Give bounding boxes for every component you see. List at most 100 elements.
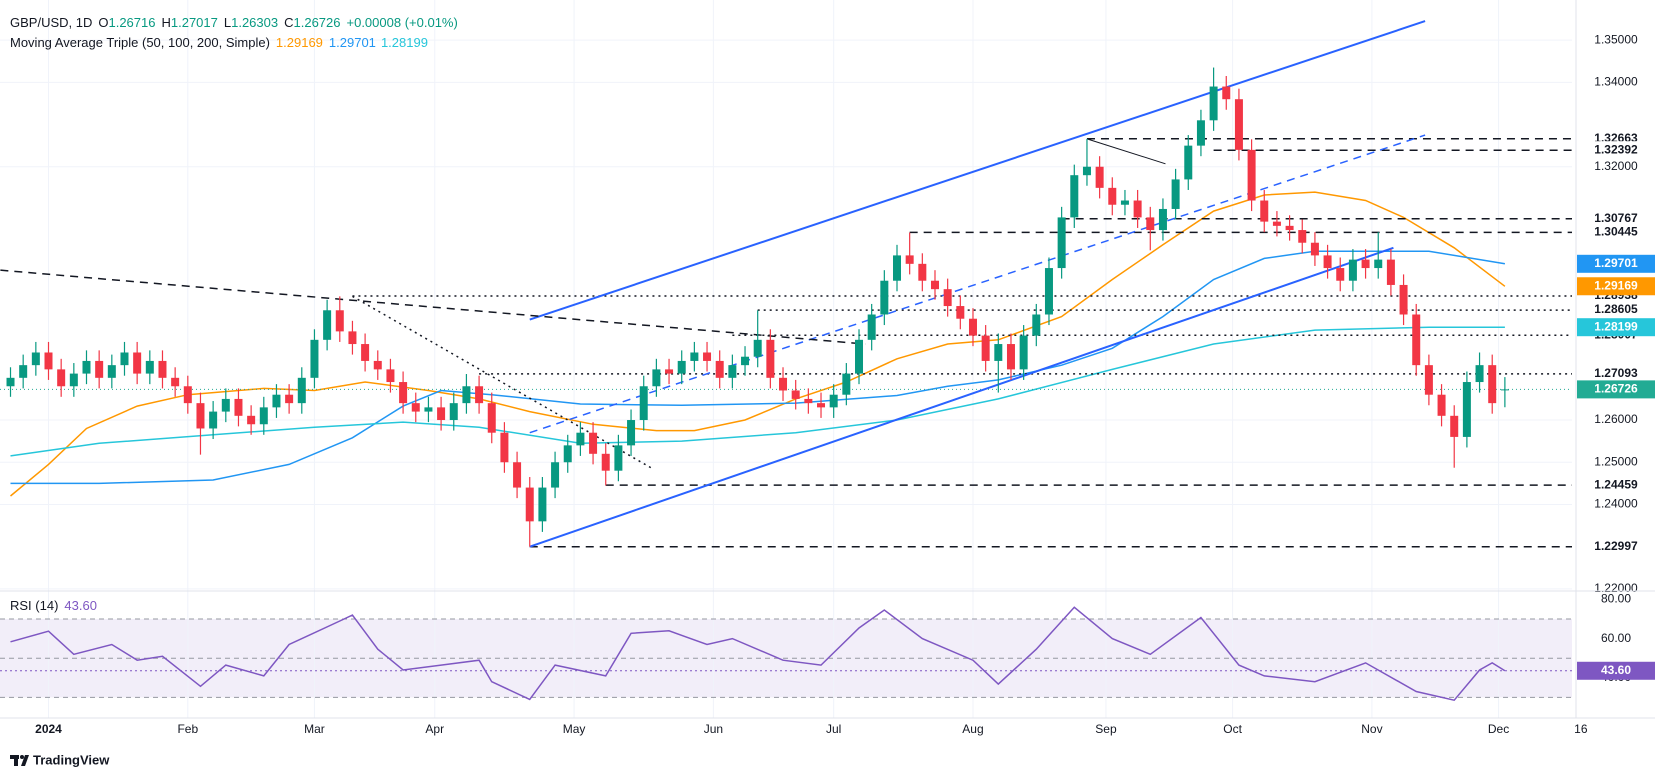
- ma-label-bg: [1577, 318, 1655, 337]
- candle-body: [57, 369, 66, 387]
- level-label: 1.27093: [1594, 366, 1638, 380]
- candle-body: [1184, 145, 1193, 180]
- y-tick-label: 1.35000: [1594, 32, 1638, 46]
- rsi-value-label-bg: [1577, 661, 1655, 680]
- ma-label-bg: [1577, 254, 1655, 273]
- candle-body: [1348, 259, 1357, 281]
- candle-body: [1247, 149, 1256, 201]
- candle-body: [893, 255, 902, 281]
- candle-body: [1234, 99, 1243, 150]
- candle-body: [930, 280, 939, 290]
- moving-average: [10, 250, 1506, 485]
- y-tick-label: 1.26000: [1594, 412, 1638, 426]
- trendline: [0, 269, 866, 345]
- candle-body: [297, 377, 306, 404]
- candle-body: [715, 360, 724, 378]
- candle-body: [1120, 200, 1129, 205]
- candle-body: [158, 360, 167, 378]
- level-label-bg: [1577, 537, 1655, 556]
- x-tick-label: 2024: [35, 722, 62, 736]
- candle-body: [437, 407, 446, 421]
- trendline: [1086, 138, 1166, 165]
- moving-average: [10, 191, 1506, 497]
- candle-body: [1146, 217, 1155, 231]
- candle-body: [1006, 344, 1015, 370]
- symbol: GBP/USD, 1D: [10, 15, 92, 30]
- rsi-tick-label: 80.00: [1601, 592, 1631, 606]
- x-tick-label: Jul: [826, 722, 841, 736]
- candle-body: [880, 280, 889, 315]
- candle-body: [741, 356, 750, 366]
- level-label: 1.32392: [1594, 142, 1638, 156]
- change: +0.00008 (+0.01%): [347, 15, 458, 30]
- level-label: 1.28605: [1594, 302, 1638, 316]
- candle-body: [1260, 200, 1269, 222]
- candle-body: [665, 369, 674, 374]
- trendline: [529, 246, 1394, 548]
- candle-body: [1386, 259, 1395, 285]
- candle-body: [1310, 242, 1319, 256]
- candle-body: [373, 360, 382, 370]
- trendline: [352, 295, 655, 471]
- ma-label: 1.28199: [1594, 319, 1638, 333]
- candle-body: [551, 462, 560, 488]
- legend-line: GBP/USD, 1D O1.26716 H1.27017 L1.26303 C1.26…: [10, 15, 458, 30]
- candle-body: [1399, 284, 1408, 315]
- candle-body: [867, 314, 876, 340]
- candle-body: [1209, 86, 1218, 121]
- candle-body: [1285, 225, 1294, 231]
- candle-body: [855, 339, 864, 374]
- candle-body: [120, 352, 129, 366]
- x-tick-label: Aug: [962, 722, 983, 736]
- candle-body: [171, 377, 180, 387]
- candle-body: [525, 487, 534, 522]
- candle-body: [1298, 230, 1307, 243]
- x-tick-label: Jun: [704, 722, 723, 736]
- candle-body: [1196, 120, 1205, 146]
- candle-body: [677, 360, 686, 374]
- candle-body: [753, 339, 762, 357]
- ohlc-key: H: [161, 15, 170, 30]
- candle-body: [1044, 268, 1053, 315]
- candle-body: [19, 365, 28, 378]
- candle-body: [462, 386, 471, 404]
- candle-body: [1488, 365, 1497, 404]
- x-tick-label: Oct: [1223, 722, 1242, 736]
- y-tick-label: 1.25000: [1594, 454, 1638, 468]
- ohlc-value: 1.26716: [108, 15, 155, 30]
- candle-body: [183, 386, 192, 404]
- candle-body: [817, 403, 826, 408]
- candle-body: [1462, 382, 1471, 437]
- y-tick-label: 1.24000: [1594, 497, 1638, 511]
- level-label-bg: [1577, 223, 1655, 242]
- candle-body: [1095, 166, 1104, 188]
- candle-body: [804, 398, 813, 404]
- level-label: 1.22997: [1594, 539, 1638, 553]
- candle-body: [145, 360, 154, 374]
- candle-body: [1374, 259, 1383, 269]
- candle-body: [791, 390, 800, 399]
- candle-body: [259, 407, 268, 425]
- ohlc-value: 1.26726: [294, 15, 341, 30]
- candle-body: [1424, 365, 1433, 395]
- x-tick-label: Sep: [1095, 722, 1117, 736]
- candle-body: [323, 310, 332, 340]
- x-tick-label: Mar: [304, 722, 325, 736]
- candle-body: [918, 263, 927, 281]
- candle-body: [44, 352, 53, 370]
- candle-body: [310, 339, 319, 378]
- candle-body: [500, 432, 509, 463]
- level-label: 1.30445: [1594, 225, 1638, 239]
- candle-body: [399, 382, 408, 404]
- candle-body: [1437, 394, 1446, 416]
- candle-body: [361, 344, 370, 361]
- candle-body: [1336, 268, 1345, 281]
- candle-body: [513, 462, 522, 488]
- ohlc-key: O: [98, 15, 108, 30]
- candle-body: [221, 398, 230, 412]
- y-tick-label: 1.32000: [1594, 159, 1638, 173]
- candle-body: [1082, 166, 1091, 176]
- candle-body: [1019, 335, 1028, 370]
- x-tick-label: Feb: [177, 722, 198, 736]
